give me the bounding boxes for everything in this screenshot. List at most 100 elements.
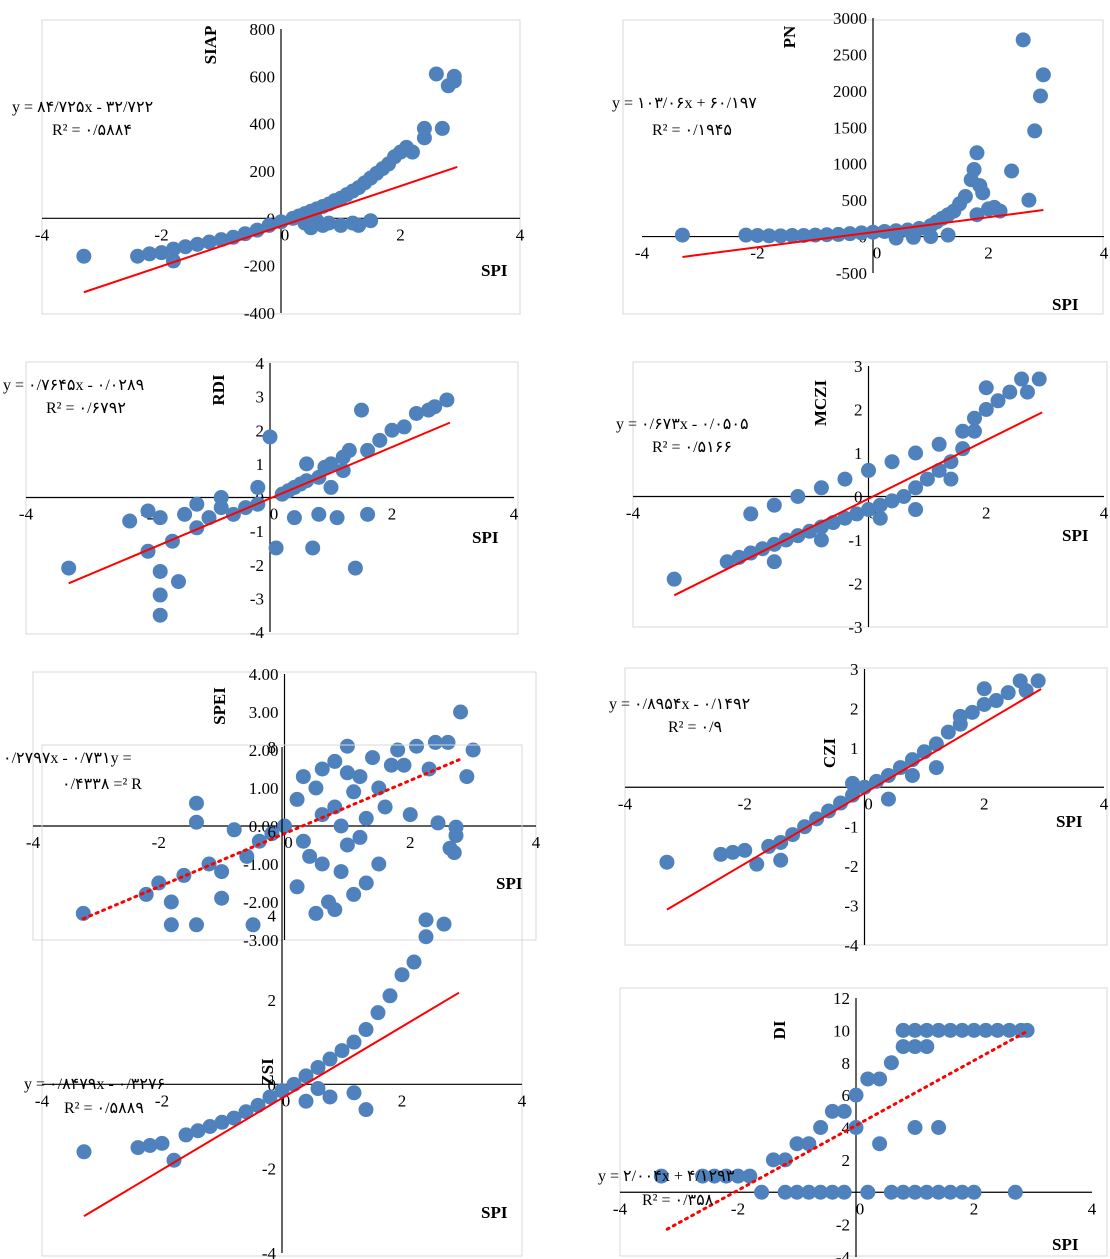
y-axis-label: SIAP <box>201 26 220 65</box>
x-tick-label: 4 <box>518 1091 527 1110</box>
data-point <box>713 846 729 862</box>
r-squared-label: R² = ۰/۹ <box>668 719 722 736</box>
data-point <box>249 222 265 238</box>
data-point <box>446 73 462 89</box>
y-tick-label: 200 <box>250 162 276 181</box>
data-point <box>416 120 432 136</box>
data-point <box>1000 685 1016 701</box>
trendline <box>83 165 458 294</box>
data-point <box>896 489 912 504</box>
data-point <box>743 506 759 522</box>
x-tick-label: 2 <box>388 505 397 524</box>
y-tick-label: 0 <box>854 488 863 507</box>
data-point <box>239 848 255 864</box>
data-point <box>154 1135 170 1151</box>
trendline-equation: y = ۰/۷۶۴۵x - ۰/۰۲۸۹ <box>3 377 144 394</box>
data-point <box>308 780 324 796</box>
data-point <box>396 419 412 435</box>
y-tick-label: 3000 <box>833 9 867 28</box>
data-point <box>165 253 181 269</box>
data-point <box>298 1068 314 1084</box>
data-point <box>978 1022 994 1038</box>
x-tick-label: -4 <box>618 794 633 813</box>
data-point <box>895 1022 911 1038</box>
data-point <box>908 445 924 461</box>
data-point <box>152 510 168 526</box>
data-point <box>836 1184 852 1200</box>
data-point <box>743 545 759 561</box>
data-point <box>358 875 374 891</box>
data-point <box>966 162 982 178</box>
y-tick-label: 8 <box>268 738 277 757</box>
data-point <box>434 120 450 136</box>
data-point <box>418 929 434 945</box>
x-tick-label: 2 <box>406 833 415 852</box>
data-point <box>314 761 330 777</box>
x-axis-label: SPI <box>1062 526 1089 545</box>
data-point <box>1001 1022 1017 1038</box>
x-tick-label: 0 <box>284 833 293 852</box>
data-point <box>171 574 186 590</box>
data-point <box>813 1120 829 1135</box>
data-point <box>802 523 818 539</box>
data-point <box>1014 371 1030 387</box>
y-tick-label: 8 <box>842 1054 851 1073</box>
y-tick-label: 3 <box>854 357 863 376</box>
y-tick-label: -2 <box>250 556 264 575</box>
data-point <box>360 442 376 458</box>
data-point <box>868 773 884 789</box>
data-point <box>821 803 837 819</box>
data-point <box>957 189 973 204</box>
r-squared-label: R² = ۰/۳۵۸ <box>642 1192 714 1209</box>
y-tick-label: -400 <box>244 304 275 323</box>
data-point <box>152 587 168 603</box>
data-point <box>801 1184 817 1200</box>
data-point <box>274 1083 290 1099</box>
data-point <box>277 818 292 834</box>
y-tick-label: 2 <box>854 401 863 420</box>
y-tick-label: -1 <box>848 531 862 550</box>
data-point <box>942 1022 958 1038</box>
data-point <box>725 844 741 860</box>
data-point <box>333 217 349 233</box>
data-point <box>142 1137 158 1153</box>
data-point <box>861 502 876 518</box>
y-tick-label: 1000 <box>833 155 867 174</box>
y-axis-label: CZI <box>820 738 839 769</box>
data-point <box>931 1120 947 1135</box>
y-tick-label: -500 <box>836 264 867 283</box>
plot-frame <box>622 19 1104 315</box>
data-point <box>928 736 944 752</box>
data-point <box>955 441 971 457</box>
data-point <box>966 423 982 439</box>
data-point <box>674 227 690 243</box>
data-point <box>919 1022 935 1038</box>
data-point <box>302 848 318 864</box>
data-point <box>754 1184 770 1200</box>
y-tick-label: 3 <box>256 388 265 407</box>
data-point <box>214 1114 230 1130</box>
data-point <box>341 442 357 458</box>
data-point <box>659 854 675 870</box>
data-point <box>384 422 400 438</box>
data-point <box>824 1103 840 1119</box>
data-point <box>872 510 888 526</box>
data-point <box>666 571 682 587</box>
trendline <box>673 411 1043 597</box>
data-point <box>390 742 406 758</box>
data-point <box>990 393 1006 409</box>
data-point <box>268 540 284 556</box>
r-squared-label: ۰/۴۳۳۸ =² R <box>62 776 142 793</box>
data-point <box>310 1081 326 1097</box>
data-point <box>1035 67 1051 83</box>
data-point <box>371 856 387 872</box>
data-point <box>404 144 420 160</box>
plot-frame <box>619 987 1108 1257</box>
y-tick-label: -2 <box>844 857 858 876</box>
data-point <box>966 1184 982 1200</box>
data-point <box>440 734 456 750</box>
data-point <box>245 917 261 933</box>
x-tick-label: 2 <box>970 1199 979 1218</box>
